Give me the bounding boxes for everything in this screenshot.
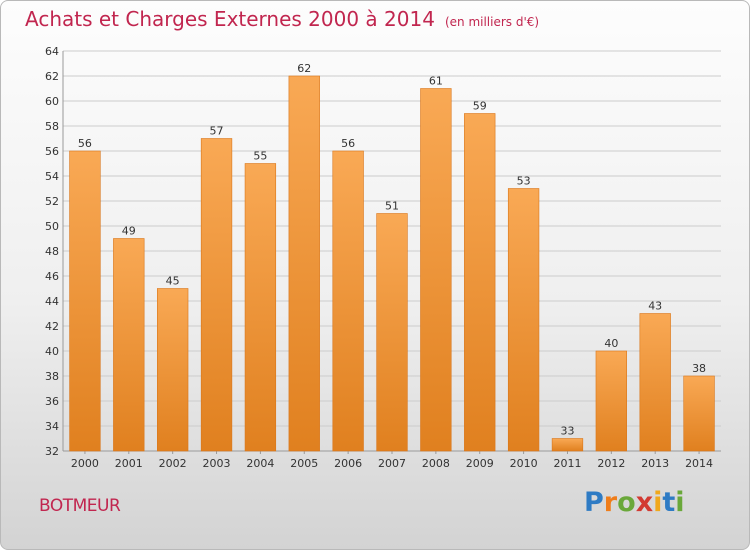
- data-label-2002: 45: [166, 275, 180, 288]
- commune-name: BOTMEUR: [39, 496, 121, 516]
- y-tick-label: 38: [45, 370, 59, 383]
- data-label-2005: 62: [297, 62, 311, 75]
- bar-2007: [376, 213, 408, 452]
- chart-title: Achats et Charges Externes 2000 à 2014 (e…: [25, 7, 539, 31]
- logo-letter: r: [603, 487, 618, 518]
- bar-2003: [200, 138, 233, 452]
- bar-2001: [113, 238, 145, 452]
- logo-letter: t: [662, 487, 676, 518]
- bar-2012: [595, 350, 627, 452]
- x-tick-label: 2001: [115, 457, 143, 470]
- y-tick-label: 62: [45, 70, 59, 83]
- bar-2005: [288, 75, 320, 452]
- bar-2000: [69, 150, 101, 452]
- logo-letter: x: [635, 487, 654, 518]
- y-tick-label: 58: [45, 120, 59, 133]
- x-tick-label: 2011: [553, 457, 581, 470]
- chart-subtitle: (en milliers d'€): [444, 15, 540, 29]
- bar-2013: [639, 313, 671, 452]
- y-tick-label: 48: [45, 245, 59, 258]
- logo-letter: o: [617, 487, 636, 518]
- axes: 32 34 36 38 40 42 44 46 48 50 52 54 56 58 60 62 64 2000 20…: [45, 45, 721, 470]
- bar-2002: [157, 288, 189, 452]
- bar-2009: [464, 113, 496, 452]
- data-label-2010: 53: [517, 175, 531, 188]
- y-tick-label: 64: [45, 45, 59, 58]
- x-tick-label: 2007: [378, 457, 406, 470]
- x-tick-label: 2010: [510, 457, 538, 470]
- x-tick-label: 2002: [159, 457, 187, 470]
- data-label-2009: 59: [473, 100, 487, 113]
- x-tick-label: 2006: [334, 457, 362, 470]
- bar-2014: [683, 375, 715, 452]
- x-tick-label: 2008: [422, 457, 450, 470]
- y-tick-label: 44: [45, 295, 59, 308]
- x-tick-label: 2013: [641, 457, 669, 470]
- y-tick-label: 60: [45, 95, 59, 108]
- y-tick-label: 50: [45, 220, 59, 233]
- data-label-2000: 56: [78, 137, 92, 150]
- x-tick-label: 2012: [597, 457, 625, 470]
- bar-2010: [507, 188, 540, 452]
- x-tick-label: 2009: [466, 457, 494, 470]
- proxiti-logo: Proxiti: [584, 487, 685, 518]
- bars: [69, 75, 715, 452]
- data-label-2003: 57: [210, 125, 224, 138]
- logo-letter: i: [675, 487, 685, 518]
- y-tick-label: 46: [45, 270, 59, 283]
- logo-letter: P: [584, 487, 604, 518]
- y-tick-label: 36: [45, 395, 59, 408]
- bar-2004: [244, 163, 277, 452]
- chart-title-text: Achats et Charges Externes 2000 à 2014: [25, 7, 435, 31]
- y-tick-label: 52: [45, 195, 59, 208]
- data-labels: 56 49 45 57 55 62 56 51 61 59 53 33 40 43 38: [78, 62, 706, 438]
- y-tick-label: 54: [45, 170, 59, 183]
- data-label-2013: 43: [648, 300, 662, 313]
- logo-letter: i: [653, 487, 663, 518]
- x-tick-label: 2005: [290, 457, 318, 470]
- y-tick-label: 34: [45, 420, 59, 433]
- bar-2006: [332, 150, 364, 452]
- y-tick-label: 42: [45, 320, 59, 333]
- x-tick-label: 2014: [685, 457, 713, 470]
- y-tick-label: 40: [45, 345, 59, 358]
- bar-2011: [551, 438, 584, 452]
- x-tick-label: 2000: [71, 457, 99, 470]
- x-tick-label: 2004: [246, 457, 274, 470]
- data-label-2004: 55: [253, 150, 267, 163]
- x-tick-label: 2003: [203, 457, 231, 470]
- data-label-2001: 49: [122, 225, 136, 238]
- data-label-2007: 51: [385, 200, 399, 213]
- data-label-2011: 33: [560, 425, 574, 438]
- data-label-2006: 56: [341, 137, 355, 150]
- data-label-2012: 40: [604, 337, 618, 350]
- y-tick-label: 32: [45, 445, 59, 458]
- y-tick-label: 56: [45, 145, 59, 158]
- bar-2008: [420, 88, 452, 452]
- data-label-2008: 61: [429, 75, 443, 88]
- data-label-2014: 38: [692, 362, 706, 375]
